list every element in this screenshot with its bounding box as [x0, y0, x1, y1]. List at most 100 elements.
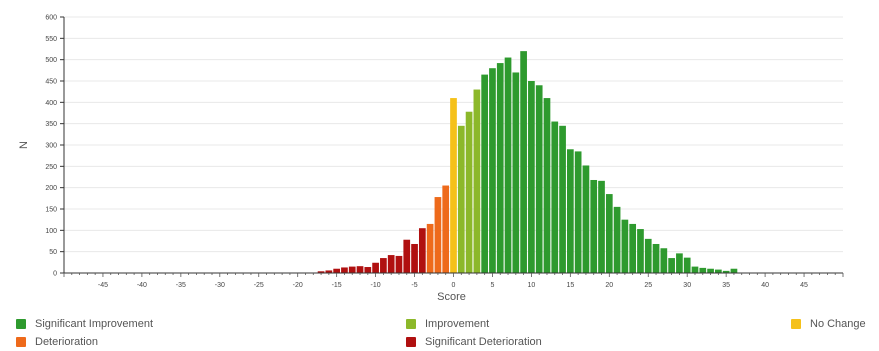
x-tick-label: 20 [605, 282, 613, 289]
bar [691, 266, 699, 273]
x-tick-label: 0 [452, 282, 456, 289]
legend-label: Deterioration [35, 336, 98, 348]
legend-label: No Change [810, 318, 866, 330]
bar [567, 149, 574, 273]
y-tick-label: 100 [45, 228, 57, 235]
legend-item-improvement[interactable]: Improvement [406, 318, 489, 330]
bar [489, 68, 496, 273]
bar [372, 262, 379, 273]
bar [644, 238, 652, 273]
x-tick-label: -20 [293, 282, 303, 289]
bar [652, 243, 660, 273]
y-tick-label: 600 [45, 15, 57, 22]
bar [473, 89, 481, 274]
bar [450, 98, 457, 273]
x-tick-label: 25 [644, 282, 652, 289]
bar [629, 223, 637, 273]
y-tick-label: 150 [45, 207, 57, 214]
bar [442, 185, 450, 273]
bar [590, 179, 598, 273]
y-tick-label: 0 [53, 271, 57, 278]
legend-item-significant-deterioration[interactable]: Significant Deterioration [406, 336, 542, 348]
x-tick-label: -40 [137, 282, 147, 289]
bar [356, 266, 364, 273]
bar [730, 268, 738, 273]
bar [364, 267, 372, 273]
legend-label: Improvement [425, 318, 490, 330]
bar [411, 243, 418, 273]
bar [317, 271, 325, 273]
x-tick-label: -25 [254, 282, 264, 289]
bar [348, 266, 356, 273]
y-tick-label: 200 [45, 185, 57, 192]
x-axis-title: Score [437, 291, 466, 303]
bar [520, 51, 527, 274]
bar [504, 57, 512, 274]
y-tick-label: 250 [45, 164, 57, 171]
bar [613, 206, 621, 273]
legend-label: Significant Deterioration [425, 336, 542, 348]
y-tick-label: 500 [45, 57, 57, 64]
y-tick-label: 50 [49, 249, 57, 256]
bar [325, 270, 333, 273]
legend-swatch [16, 319, 26, 329]
bar [481, 74, 489, 273]
legend-item-significant-improvement[interactable]: Significant Improvement [16, 318, 153, 330]
bar [722, 270, 730, 273]
bar [434, 197, 442, 273]
y-tick-label: 550 [45, 36, 57, 43]
bar [637, 229, 644, 273]
bar [380, 258, 387, 273]
x-tick-label: -15 [332, 282, 342, 289]
bar [403, 239, 411, 273]
x-tick-label: 15 [566, 282, 574, 289]
bar [683, 257, 691, 273]
legend-swatch [406, 337, 416, 347]
bar [457, 125, 465, 273]
bar [707, 268, 714, 273]
bar [512, 72, 520, 273]
x-tick-label: -5 [411, 282, 417, 289]
x-tick-label: 10 [528, 282, 536, 289]
bar [605, 194, 613, 273]
bar [574, 151, 582, 273]
x-tick-label: 30 [683, 282, 691, 289]
bar [551, 121, 559, 274]
x-tick-label: -30 [215, 282, 225, 289]
legend-item-deterioration[interactable]: Deterioration [16, 336, 98, 348]
bar [395, 255, 403, 273]
bar [426, 223, 434, 273]
bar [333, 268, 340, 273]
bar [598, 180, 605, 273]
legend-swatch [406, 319, 416, 329]
bar [535, 85, 543, 274]
legend-swatch [791, 319, 801, 329]
legend-item-no-change[interactable]: No Change [791, 318, 866, 330]
y-tick-label: 450 [45, 79, 57, 86]
bar [715, 269, 722, 273]
bar [341, 267, 348, 273]
y-axis-title: N [18, 141, 30, 149]
bar [387, 255, 395, 273]
legend-label: Significant Improvement [35, 318, 153, 330]
bar [668, 258, 675, 273]
bar [660, 248, 668, 273]
bar [676, 253, 683, 273]
x-tick-label: -10 [371, 282, 381, 289]
x-tick-label: 5 [490, 282, 494, 289]
bar [496, 63, 504, 273]
y-tick-label: 350 [45, 121, 57, 128]
bar [621, 219, 629, 273]
bar [465, 111, 473, 273]
x-tick-label: 40 [761, 282, 769, 289]
bar [528, 81, 535, 273]
x-tick-label: 45 [800, 282, 808, 289]
bar [559, 125, 566, 273]
y-tick-label: 400 [45, 100, 57, 107]
bar [699, 267, 707, 273]
x-tick-label: -35 [176, 282, 186, 289]
bar [582, 165, 590, 273]
y-tick-label: 300 [45, 143, 57, 150]
